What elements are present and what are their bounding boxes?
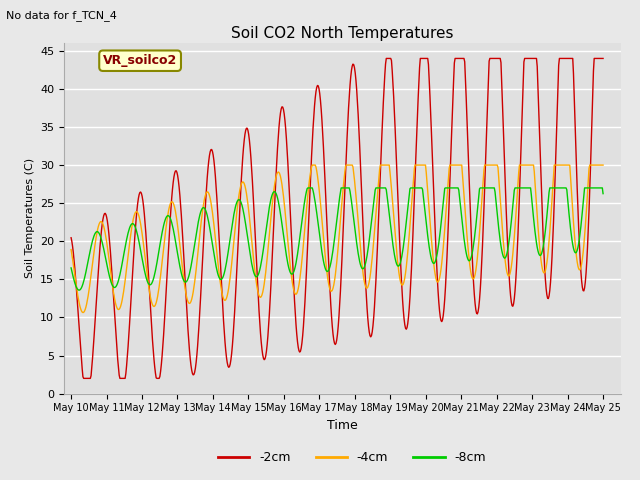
-2cm bbox=[403, 325, 411, 331]
-4cm bbox=[79, 310, 87, 315]
-4cm bbox=[67, 247, 75, 252]
-2cm bbox=[599, 56, 607, 61]
Line: -2cm: -2cm bbox=[71, 59, 603, 378]
-8cm bbox=[67, 265, 75, 271]
Line: -8cm: -8cm bbox=[71, 188, 603, 290]
-4cm bbox=[132, 209, 140, 215]
Text: VR_soilco2: VR_soilco2 bbox=[103, 54, 177, 67]
-8cm bbox=[403, 213, 411, 218]
-8cm bbox=[77, 285, 85, 290]
-8cm bbox=[214, 273, 222, 278]
-2cm bbox=[214, 221, 222, 227]
-2cm bbox=[132, 216, 140, 221]
-8cm bbox=[419, 187, 426, 192]
-4cm bbox=[599, 162, 607, 168]
Text: No data for f_TCN_4: No data for f_TCN_4 bbox=[6, 10, 117, 21]
-2cm bbox=[186, 356, 194, 361]
-2cm bbox=[77, 348, 84, 353]
-8cm bbox=[304, 185, 312, 191]
-4cm bbox=[214, 264, 222, 269]
-4cm bbox=[308, 162, 316, 168]
-8cm bbox=[132, 227, 140, 233]
-4cm bbox=[403, 257, 411, 263]
X-axis label: Time: Time bbox=[327, 419, 358, 432]
-2cm bbox=[383, 56, 390, 61]
-8cm bbox=[76, 287, 83, 293]
Legend: -2cm, -4cm, -8cm: -2cm, -4cm, -8cm bbox=[213, 446, 491, 469]
-4cm bbox=[186, 300, 194, 306]
-4cm bbox=[419, 162, 426, 168]
-2cm bbox=[80, 375, 88, 381]
-8cm bbox=[599, 191, 607, 196]
-8cm bbox=[186, 267, 194, 273]
-4cm bbox=[77, 306, 84, 312]
-2cm bbox=[67, 235, 75, 240]
Line: -4cm: -4cm bbox=[71, 165, 603, 312]
Title: Soil CO2 North Temperatures: Soil CO2 North Temperatures bbox=[231, 25, 454, 41]
-2cm bbox=[419, 56, 426, 61]
Y-axis label: Soil Temperatures (C): Soil Temperatures (C) bbox=[24, 158, 35, 278]
